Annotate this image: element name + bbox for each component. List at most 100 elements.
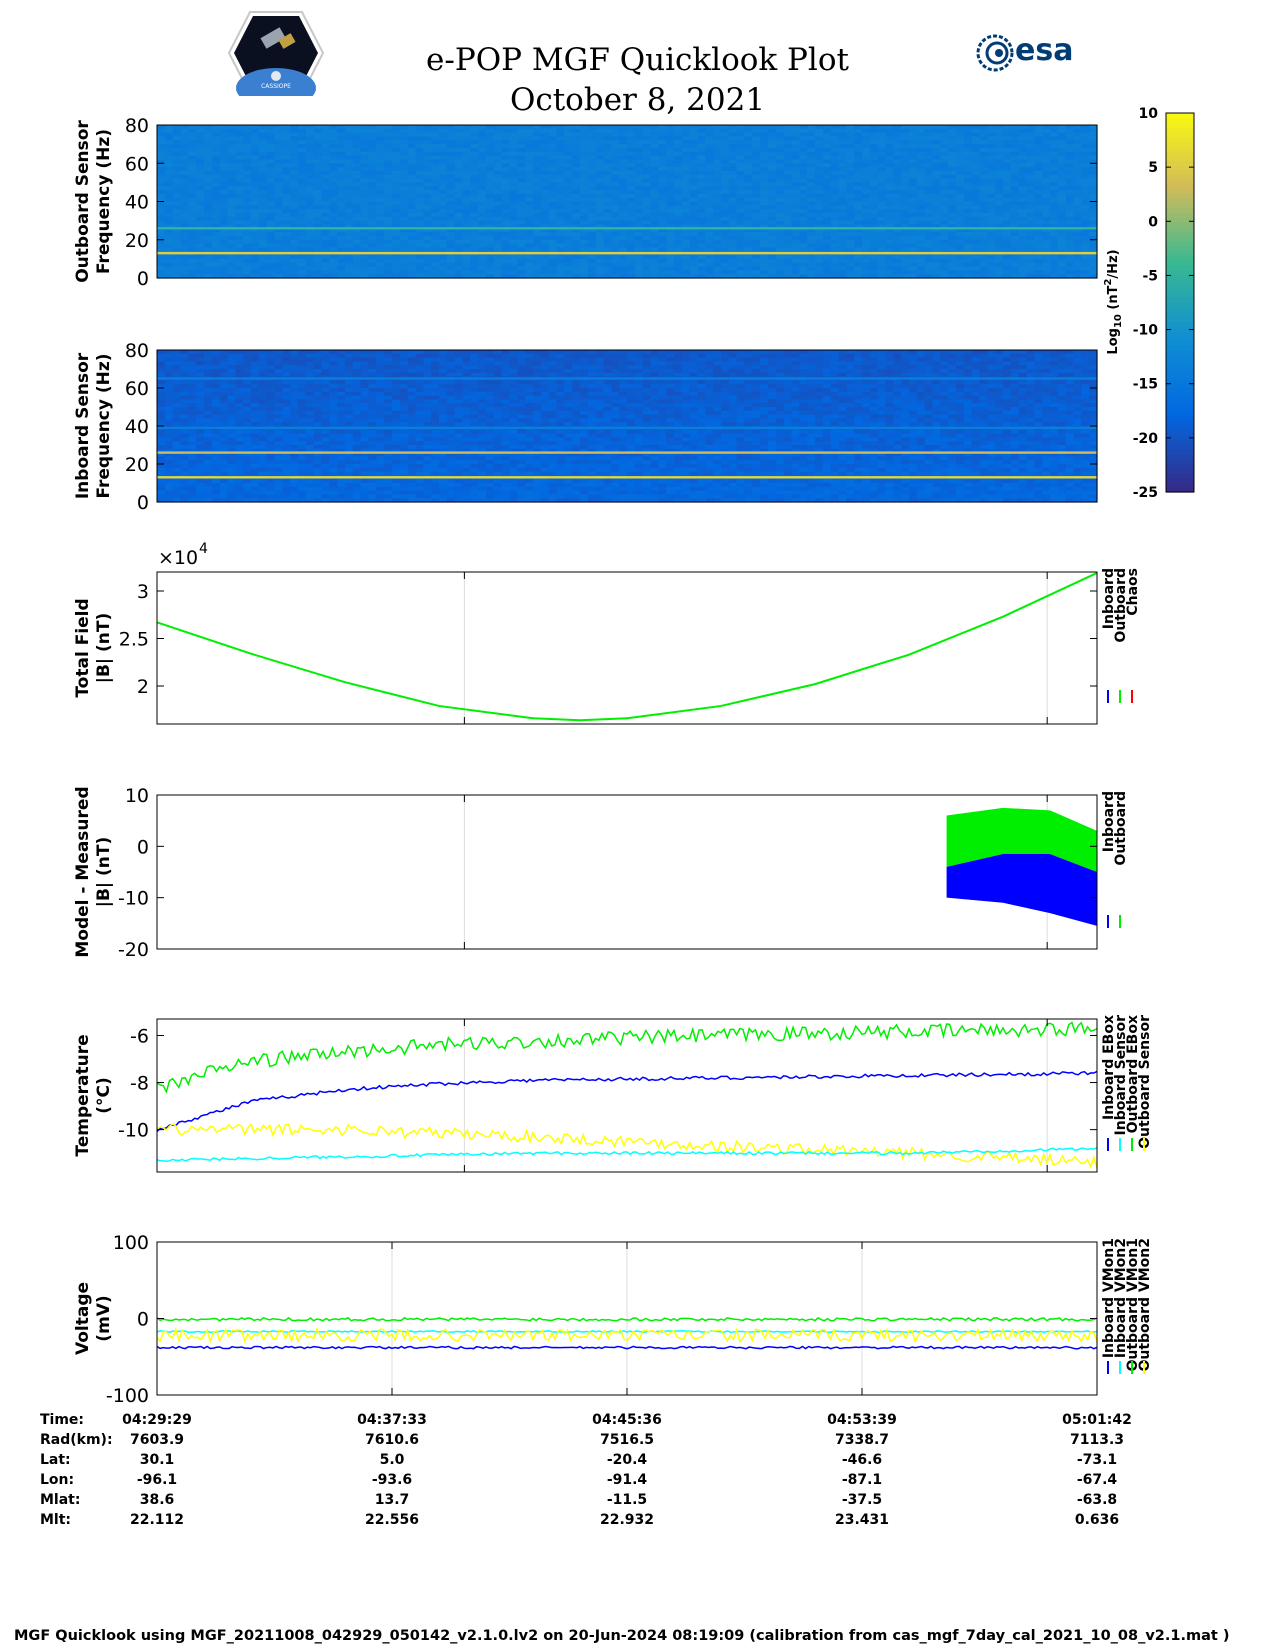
spectrogram-cell xyxy=(509,350,518,355)
spectrogram-cell xyxy=(807,235,816,241)
spectrogram-cell xyxy=(454,201,464,206)
spectrogram-cell xyxy=(1081,243,1090,248)
spectrogram-cell xyxy=(211,125,221,130)
spectrogram-cell xyxy=(666,209,675,214)
spectrogram-cell xyxy=(948,193,957,199)
spectrogram-cell xyxy=(932,159,941,164)
spectrogram-cell xyxy=(854,255,863,260)
spectrogram-cell xyxy=(885,205,894,210)
spectrogram-cell xyxy=(752,243,761,248)
spectrogram-cell xyxy=(227,144,236,149)
spectrogram-cell xyxy=(611,262,620,268)
spectrogram-cell xyxy=(885,270,894,275)
spectrogram-cell xyxy=(979,136,988,141)
spectrogram-cell xyxy=(627,140,636,145)
spectrogram-cell xyxy=(721,128,730,134)
spectrogram-cell xyxy=(1026,258,1035,264)
spectrogram-cell xyxy=(830,262,840,268)
spectrogram-cell xyxy=(384,216,393,222)
spectrogram-cell xyxy=(587,232,597,237)
spectrogram-cell xyxy=(768,228,777,233)
spectrogram-cell xyxy=(399,209,409,214)
spectrogram-cell xyxy=(854,155,863,161)
spectrogram-cell xyxy=(697,178,706,183)
spectrogram-cell xyxy=(1089,136,1098,141)
spectrogram-cell xyxy=(337,128,346,134)
spectrogram-cell xyxy=(611,170,620,176)
spectrogram-cell xyxy=(877,212,887,218)
spectrogram-cell xyxy=(462,193,471,199)
spectrogram-cell xyxy=(368,274,377,279)
spectrogram-cell xyxy=(768,201,777,206)
spectrogram-cell xyxy=(572,167,581,172)
spectrogram-cell xyxy=(752,163,761,168)
spectrogram-cell xyxy=(313,186,323,191)
spectrogram-cell xyxy=(799,247,808,252)
spectrogram-cell xyxy=(893,163,902,168)
spectrogram-cell xyxy=(501,209,511,214)
spectrogram-cell xyxy=(501,274,511,279)
spectrogram-cell xyxy=(1065,144,1075,149)
spectrogram-cell xyxy=(1081,190,1090,195)
spectrogram-cell xyxy=(713,262,722,268)
spectrogram-cell xyxy=(595,186,605,191)
spectrogram-cell xyxy=(329,170,338,176)
spectrogram-cell xyxy=(1042,266,1051,271)
spectrogram-cell xyxy=(188,155,197,161)
spectrogram-cell xyxy=(791,216,800,222)
spectrogram-cell xyxy=(282,125,291,130)
spectrogram-cell xyxy=(1010,235,1020,241)
spectrogram-cell xyxy=(752,140,761,145)
spectrogram-cell xyxy=(948,255,957,260)
spectrogram-cell xyxy=(431,159,440,164)
spectrogram-cell xyxy=(666,216,675,222)
spectrogram-cell xyxy=(650,350,659,355)
spectrogram-cell xyxy=(815,220,824,226)
spectrogram-cell xyxy=(877,197,887,203)
spectrogram-cell xyxy=(164,274,174,279)
spectrogram-cell xyxy=(1026,350,1035,355)
spectrogram-cell xyxy=(486,128,495,134)
spectrogram-cell xyxy=(932,266,941,271)
spectrogram-cell xyxy=(157,216,166,222)
spectrogram-cell xyxy=(705,193,714,199)
spectrogram-cell xyxy=(689,243,699,248)
ytick-label: 0 xyxy=(137,268,149,290)
spectrogram-cell xyxy=(423,247,432,252)
spectrogram-cell xyxy=(172,224,182,229)
spectrogram-cell xyxy=(619,151,628,157)
spectrogram-cell xyxy=(1003,274,1012,279)
spectrogram-cell xyxy=(658,243,667,248)
spectrogram-cell xyxy=(533,147,542,153)
spectrogram-cell xyxy=(862,255,871,260)
spectrogram-cell xyxy=(580,235,589,241)
spectrogram-cell xyxy=(580,255,589,260)
spectrogram-cell xyxy=(768,255,777,260)
spectrogram-cell xyxy=(901,266,910,271)
spectrogram-cell xyxy=(681,193,691,199)
spectrogram-cell xyxy=(211,178,221,183)
spectrogram-cell xyxy=(783,224,793,229)
spectrogram-cell xyxy=(525,128,534,134)
spectrogram-cell xyxy=(345,186,354,191)
spectrogram-cell xyxy=(940,232,949,237)
spectrogram-cell xyxy=(525,197,534,203)
spectrogram-cell xyxy=(290,262,299,268)
spectrogram-cell xyxy=(822,274,832,279)
spectrogram-cell xyxy=(164,128,174,134)
spectrogram-cell xyxy=(501,163,511,168)
spectrogram-cell xyxy=(689,209,699,214)
spectrogram-cell xyxy=(603,209,612,214)
spectrogram-cell xyxy=(211,209,221,214)
spectrogram-cell xyxy=(705,235,714,241)
spectrogram-cell xyxy=(572,232,581,237)
spectrogram-cell xyxy=(517,274,526,279)
spectrogram-cell xyxy=(352,163,362,168)
spectrogram-cell xyxy=(791,197,800,203)
spectrogram-cell xyxy=(204,155,213,161)
spectrogram-cell xyxy=(204,255,213,260)
spectrogram-cell xyxy=(251,140,260,145)
spectrogram-cell xyxy=(556,350,565,355)
spectrogram-cell xyxy=(501,182,511,187)
spectrogram-cell xyxy=(627,155,636,161)
